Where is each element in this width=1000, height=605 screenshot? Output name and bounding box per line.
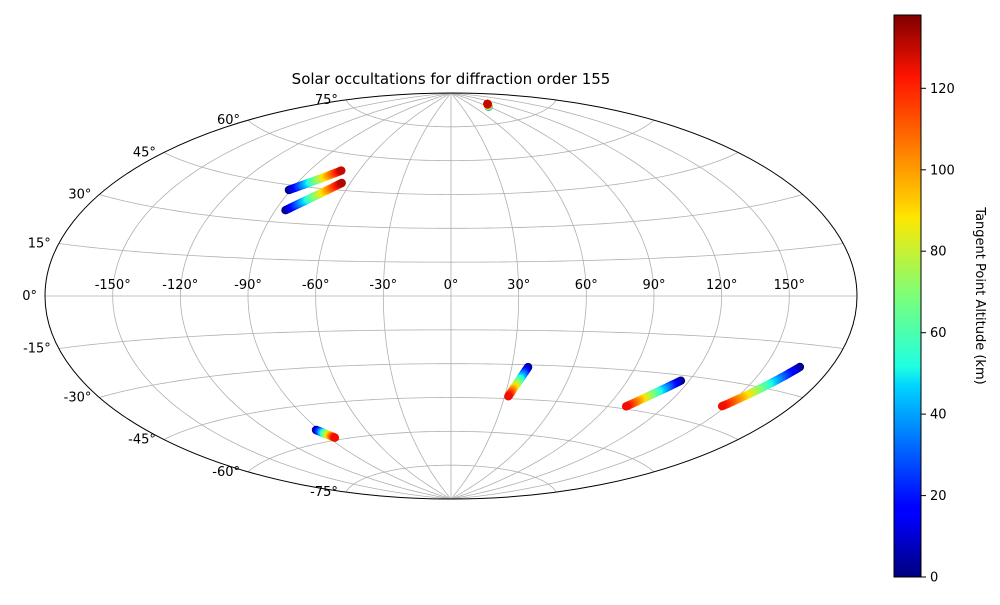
colorbar-tick-label: 20 [930,489,947,504]
colorbar-tick-label: 60 [930,326,947,341]
colorbar [893,14,922,578]
colorbar-tick-label: 80 [930,245,947,260]
colorbar-tick-label: 0 [930,571,938,586]
longitude-gridline [315,93,452,499]
longitude-tick-label: 0° [444,278,459,293]
colorbar-label: Tangent Point Altitude (km) [972,206,987,384]
latitude-tick-label: 75° [315,93,338,108]
latitude-tick-label: 15° [28,237,51,252]
longitude-tick-label: -60° [302,278,330,293]
latitude-tick-label: 60° [217,113,240,128]
latitude-tick-label: 45° [133,146,156,161]
occultation-point [337,166,346,175]
longitude-tick-label: 90° [642,278,665,293]
longitude-tick-label: -120° [162,278,198,293]
latitude-tick-label: 0° [22,289,37,304]
colorbar-tick-label: 100 [930,163,955,178]
occultation-point [337,178,346,188]
longitude-gridline [179,93,452,499]
chart-title: Solar occultations for diffraction order… [292,70,611,88]
longitude-tick-label: 30° [507,278,530,293]
latitude-tick-label: 30° [68,188,91,203]
occultation-point [504,392,513,401]
latitude-tick-label: -45° [128,433,156,448]
longitude-tick-label: -150° [95,278,131,293]
longitude-gridline [450,93,790,499]
longitude-tick-label: 60° [575,278,598,293]
colorbar-tick-label: 120 [930,82,955,97]
longitude-tick-label: 120° [706,278,737,293]
occultation-points [281,99,805,442]
latitude-tick-labels: 75° 60° 45° 30° 15° 0° -15° -30° -45° -60° -75° [22,93,338,500]
latitude-tick-label: -60° [212,465,240,480]
occultation-point [330,433,340,442]
longitude-tick-label: -90° [234,278,262,293]
colorbar-ticks: 0 20 40 60 80 100 120 [921,82,955,586]
map-grid [45,93,857,499]
longitude-gridline [450,93,520,499]
longitude-tick-labels: -150° -120° -90° -60° -30° 0° 30° 60° 90° 120° 150… [95,278,805,293]
longitude-gridline [450,93,723,499]
longitude-tick-label: 150° [774,278,805,293]
longitude-gridline [112,93,452,499]
latitude-tick-label: -75° [310,485,338,500]
longitude-tick-label: -30° [369,278,397,293]
longitude-gridline [450,93,587,499]
longitude-gridline [450,93,655,499]
map-boundary [44,92,858,500]
occultation-point [483,99,492,109]
occultation-point [621,402,631,411]
occultation-point [717,402,727,411]
latitude-tick-label: -30° [64,391,92,406]
longitude-gridline [382,93,452,499]
colorbar-tick-label: 40 [930,408,947,423]
latitude-tick-label: -15° [23,342,51,357]
